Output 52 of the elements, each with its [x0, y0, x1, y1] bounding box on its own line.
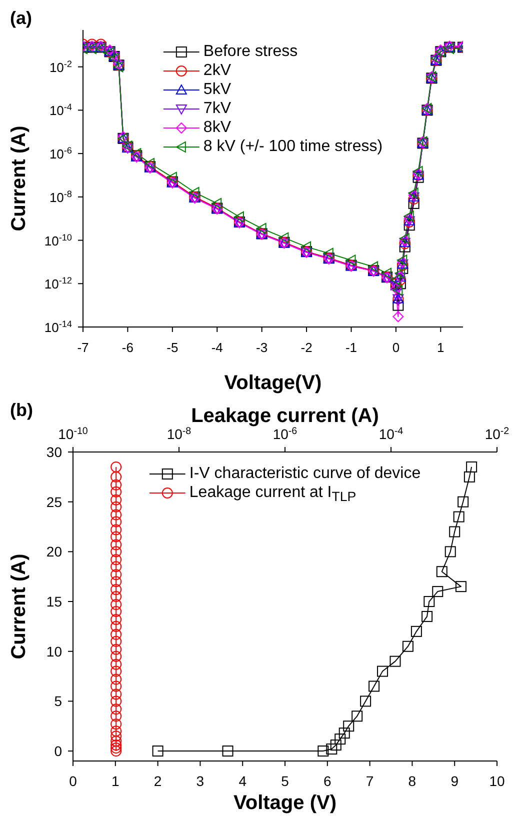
- legend-label: 7kV: [203, 100, 231, 117]
- y-tick-label: 10$^{-12}$: [44, 276, 72, 292]
- y-tick-label: 10$^{-2}$: [49, 58, 72, 75]
- x-tick-label: -2: [300, 340, 312, 355]
- chart-title: (a): [10, 8, 32, 29]
- y-tick-label: 20: [46, 544, 62, 560]
- y-tick-label: 15: [46, 594, 62, 610]
- x-tick-label: 0: [392, 340, 400, 355]
- x-tick-label: -1: [345, 340, 358, 355]
- legend-label: 2kV: [203, 62, 231, 79]
- y-tick-label: 10$^{-10}$: [44, 232, 72, 248]
- x-tick-label: -5: [166, 340, 178, 355]
- y-tick-label: 30: [46, 444, 62, 460]
- x-tick-label: 8: [408, 773, 416, 789]
- x-tick-label: 9: [450, 773, 459, 789]
- x-tick-label: 5: [281, 773, 290, 789]
- y-tick-label: 10$^{-14}$: [44, 319, 72, 335]
- x-tick-label: -7: [77, 340, 89, 355]
- y-tick-label: 10$^{-8}$: [49, 188, 72, 205]
- x-tick-label: 7: [366, 773, 374, 789]
- x2-tick-label: 10$^{-6}$: [272, 426, 298, 442]
- x-axis-title: Voltage (V): [234, 792, 336, 814]
- x-tick-label: 10: [489, 773, 505, 789]
- x-tick-label: 3: [196, 773, 204, 789]
- x2-axis-title: Leakage current (A): [191, 405, 379, 427]
- y-tick-label: 25: [46, 494, 62, 510]
- legend-label: I-V characteristic curve of device: [189, 465, 421, 482]
- x-axis-title: Voltage(V): [224, 372, 322, 394]
- chart-title: (b): [10, 400, 33, 421]
- x2-tick-label: 10$^{-8}$: [166, 426, 192, 442]
- x-tick-label: -4: [211, 340, 223, 355]
- x-tick-label: 6: [324, 773, 332, 789]
- y-axis-title: Current (A): [8, 126, 30, 232]
- x-tick-label: -3: [256, 340, 268, 355]
- y-tick-label: 10$^{-4}$: [49, 102, 72, 118]
- y-axis-title: Current (A): [8, 554, 30, 660]
- y-tick-label: 0: [54, 743, 62, 760]
- x2-tick-label: 10$^{-4}$: [378, 426, 404, 442]
- legend-label: 8 kV (+/- 100 time stress): [203, 138, 383, 155]
- legend-label: 5kV: [203, 81, 231, 98]
- y-tick-label: 5: [54, 693, 62, 710]
- legend-label: Leakage current at I$_{TLP}$: [189, 484, 356, 504]
- x-tick-label: 1: [437, 340, 444, 355]
- legend-label: Before stress: [203, 43, 298, 60]
- y-tick-label: 10$^{-6}$: [49, 146, 72, 162]
- legend-label: 8kV: [203, 119, 231, 136]
- x2-tick-label: 10$^{-2}$: [484, 426, 510, 442]
- y-tick-label: 10: [46, 643, 62, 660]
- x-tick-label: 4: [238, 773, 247, 789]
- x-tick-label: 1: [112, 773, 120, 789]
- x-tick-label: -6: [122, 340, 134, 355]
- x-tick-label: 2: [154, 773, 162, 789]
